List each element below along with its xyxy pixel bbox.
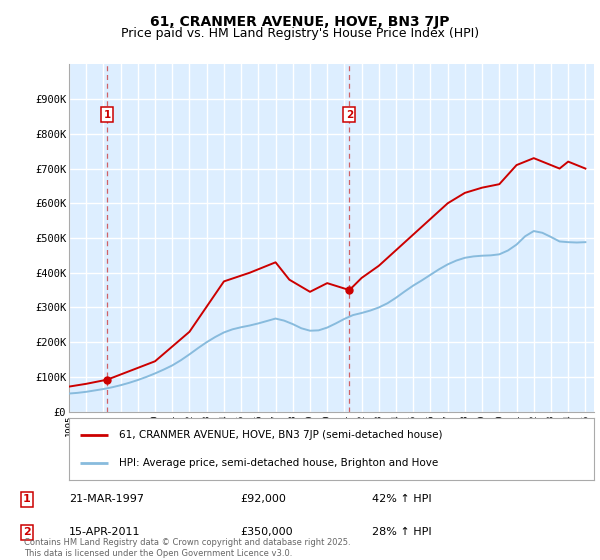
Text: Contains HM Land Registry data © Crown copyright and database right 2025.
This d: Contains HM Land Registry data © Crown c… (24, 538, 350, 558)
Text: 61, CRANMER AVENUE, HOVE, BN3 7JP: 61, CRANMER AVENUE, HOVE, BN3 7JP (150, 15, 450, 29)
Text: 1: 1 (104, 110, 111, 120)
Text: 2: 2 (346, 110, 353, 120)
Text: 42% ↑ HPI: 42% ↑ HPI (372, 494, 431, 504)
Text: 21-MAR-1997: 21-MAR-1997 (69, 494, 144, 504)
Text: 2: 2 (23, 528, 31, 537)
Text: 61, CRANMER AVENUE, HOVE, BN3 7JP (semi-detached house): 61, CRANMER AVENUE, HOVE, BN3 7JP (semi-… (119, 430, 442, 440)
Text: HPI: Average price, semi-detached house, Brighton and Hove: HPI: Average price, semi-detached house,… (119, 458, 438, 468)
Text: £350,000: £350,000 (240, 528, 293, 537)
Text: 28% ↑ HPI: 28% ↑ HPI (372, 528, 431, 537)
Text: 1: 1 (23, 494, 31, 504)
Text: 15-APR-2011: 15-APR-2011 (69, 528, 140, 537)
Text: £92,000: £92,000 (240, 494, 286, 504)
Text: Price paid vs. HM Land Registry's House Price Index (HPI): Price paid vs. HM Land Registry's House … (121, 27, 479, 40)
